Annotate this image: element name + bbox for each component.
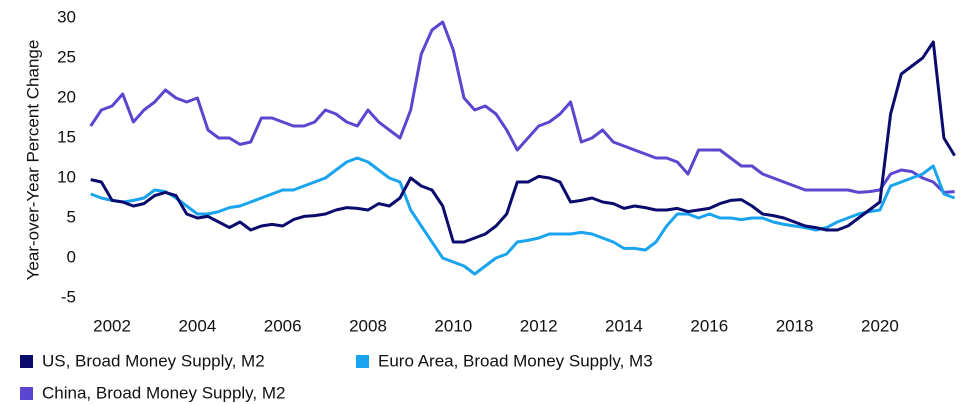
line-series bbox=[90, 156, 956, 276]
y-tick-label: 20 bbox=[57, 87, 76, 106]
y-tick-label: 15 bbox=[57, 127, 76, 146]
y-tick-label: -5 bbox=[61, 287, 76, 306]
y-tick-label: 10 bbox=[57, 167, 76, 186]
legend-label: China, Broad Money Supply, M2 bbox=[42, 383, 285, 402]
x-tick-label: 2002 bbox=[93, 316, 131, 335]
x-tick-label: 2004 bbox=[178, 316, 216, 335]
x-tick-label: 2012 bbox=[520, 316, 558, 335]
x-tick-label: 2010 bbox=[434, 316, 472, 335]
x-tick-label: 2008 bbox=[349, 316, 387, 335]
legend-swatch bbox=[20, 387, 33, 400]
y-tick-label: 0 bbox=[67, 247, 76, 266]
x-tick-label: 2018 bbox=[776, 316, 814, 335]
line-series bbox=[89, 20, 955, 194]
y-tick-label: 5 bbox=[67, 207, 76, 226]
y-axis-label: Year-over-Year Percent Change bbox=[23, 40, 42, 281]
x-tick-label: 2020 bbox=[861, 316, 899, 335]
x-tick-label: 2006 bbox=[264, 316, 302, 335]
x-tick-label: 2016 bbox=[690, 316, 728, 335]
y-tick-label: 30 bbox=[57, 7, 76, 26]
legend-label: US, Broad Money Supply, M2 bbox=[42, 351, 265, 370]
y-tick-label: 25 bbox=[57, 47, 76, 66]
line-series bbox=[90, 40, 956, 244]
legend-swatch bbox=[20, 355, 33, 368]
legend-swatch bbox=[356, 355, 369, 368]
legend-label: Euro Area, Broad Money Supply, M3 bbox=[378, 351, 653, 370]
x-tick-label: 2014 bbox=[605, 316, 643, 335]
